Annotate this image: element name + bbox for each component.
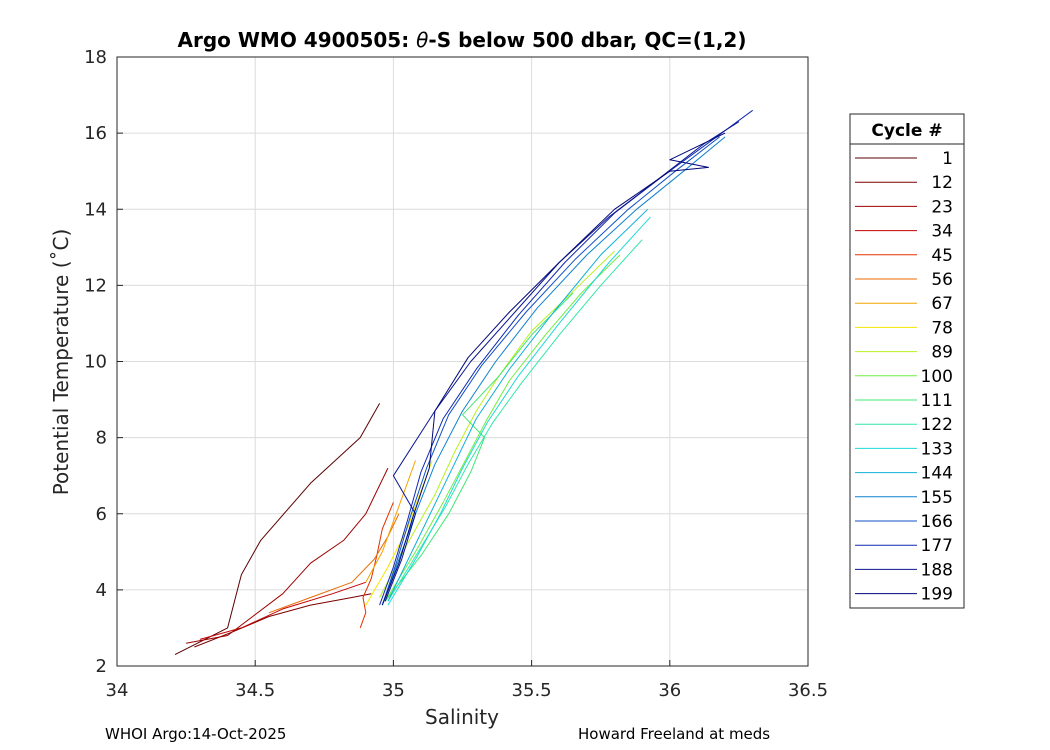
legend-entry-label: 122 (921, 415, 953, 435)
y-axis-ticks: 2 4 6 8 10 12 14 16 18 (84, 47, 123, 677)
series-line-cycle-188 (384, 121, 740, 602)
x-axis-ticks: 34 34.5 35 35.5 36 36.5 (106, 660, 828, 701)
legend-box (849, 113, 965, 609)
legend-entry-label: 56 (931, 270, 953, 290)
y-tick-label: 6 (96, 504, 107, 525)
series-line-cycle-23 (186, 467, 389, 644)
legend-entries: 1 12 23 34 45 56 67 78 89 100 111 122 133 144 155 166 17… (855, 149, 953, 605)
legend-entry-label: 111 (921, 391, 953, 411)
series-line-cycle-89 (379, 250, 615, 598)
series-line-cycle-100 (384, 254, 621, 602)
legend-title: Cycle # (871, 121, 942, 141)
legend-entry-label: 89 (931, 343, 953, 363)
x-tick-label: 36 (658, 680, 681, 701)
legend-entry-label: 67 (931, 294, 953, 314)
legend-entry-label: 34 (931, 222, 953, 242)
legend-entry-label: 23 (931, 197, 953, 217)
x-tick-label: 36.5 (788, 680, 828, 701)
legend-entry-label: 133 (921, 439, 953, 459)
series-line-cycle-155 (381, 136, 726, 606)
footer-credit-left: WHOI Argo:14-Oct-2025 (105, 725, 287, 743)
legend-entry-label: 1 (942, 149, 953, 169)
series-line-cycle-177 (379, 109, 753, 606)
y-tick-label: 8 (96, 428, 107, 449)
legend-entry-label: 12 (931, 173, 953, 193)
y-tick-label: 16 (84, 123, 107, 144)
x-tick-label: 35.5 (512, 680, 552, 701)
chart-title: Argo WMO 4900505: θ-S below 500 dbar, QC… (178, 28, 747, 52)
series-line-cycle-1 (174, 403, 381, 656)
y-tick-label: 4 (96, 580, 107, 601)
series-line-cycle-67 (365, 460, 416, 583)
legend-entry-label: 78 (931, 318, 953, 338)
y-tick-label: 2 (96, 656, 107, 677)
y-tick-label: 10 (84, 352, 107, 373)
plot-series (174, 109, 753, 656)
y-tick-label: 12 (84, 275, 107, 296)
legend-entry-label: 45 (931, 246, 953, 266)
series-line-cycle-12 (194, 593, 372, 648)
series-line-cycle-144 (387, 208, 649, 602)
x-tick-label: 34.5 (235, 680, 275, 701)
legend-entry-label: 155 (921, 488, 953, 508)
legend-entry-label: 144 (921, 464, 953, 484)
legend-entry-label: 177 (921, 536, 953, 556)
series-line-cycle-111 (384, 292, 574, 602)
series-line-cycle-122 (387, 239, 643, 602)
series-line-cycle-45 (359, 502, 394, 629)
footer-credit-right: Howard Freeland at meds (578, 725, 771, 743)
legend: Cycle # 1 12 23 34 45 56 67 78 89 100 111 122 133 144… (849, 113, 965, 609)
y-tick-label: 14 (84, 199, 107, 220)
legend-entry-label: 188 (921, 560, 953, 580)
series-line-cycle-34 (199, 581, 366, 640)
x-tick-label: 35 (382, 680, 405, 701)
series-line-cycle-133 (387, 216, 651, 606)
x-tick-label: 34 (106, 680, 129, 701)
y-tick-label: 18 (84, 47, 107, 68)
series-line-cycle-56 (268, 513, 400, 614)
legend-entry-label: 100 (921, 367, 953, 387)
series-line-cycle-199 (381, 132, 726, 606)
series-line-cycle-166 (381, 136, 720, 606)
y-axis-label: Potential Temperature (˚C) (49, 229, 73, 496)
legend-entry-label: 199 (921, 585, 953, 605)
legend-entry-label: 166 (921, 512, 953, 532)
x-axis-label: Salinity (425, 705, 499, 729)
